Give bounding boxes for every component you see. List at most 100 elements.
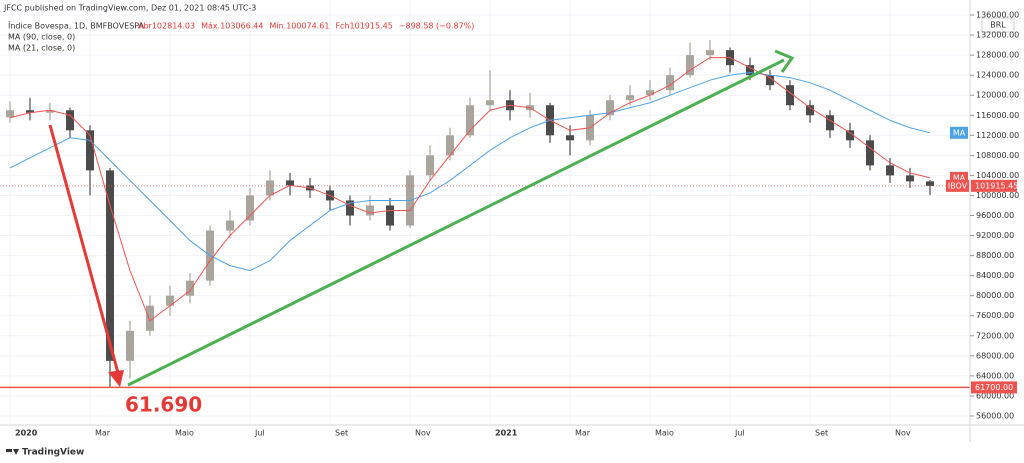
x-tick-label: Set xyxy=(335,429,348,438)
trend-line xyxy=(127,58,785,387)
x-tick-label: 2020 xyxy=(15,429,38,438)
y-tick-label: 72000.00 xyxy=(976,331,1014,340)
candle-body xyxy=(346,200,354,216)
legend-ma90: MA (90, close, 0) xyxy=(8,33,75,42)
ma-line xyxy=(9,57,931,322)
ma-badge-label: MA xyxy=(953,173,966,182)
candle-body xyxy=(866,140,874,166)
y-tick-label: 116000.00 xyxy=(976,111,1019,120)
candle-body xyxy=(426,155,434,176)
x-tick-label: Set xyxy=(815,429,828,438)
footer: TradingView xyxy=(22,448,84,458)
candle-body xyxy=(926,181,934,186)
price-name: IBOV xyxy=(948,181,968,190)
y-tick-label: 68000.00 xyxy=(976,351,1014,360)
candle-body xyxy=(606,100,614,116)
y-tick-label: 76000.00 xyxy=(976,311,1014,320)
candle-body xyxy=(906,175,914,182)
y-tick-label: 136000.00 xyxy=(976,11,1019,20)
candle-body xyxy=(646,90,654,96)
crash-arrow xyxy=(48,124,122,381)
candle-body xyxy=(126,330,134,361)
y-tick-label: 108000.00 xyxy=(976,151,1019,160)
x-tick-label: Jul xyxy=(254,429,265,438)
candle-body xyxy=(886,165,894,176)
candle-body xyxy=(826,115,834,131)
candle-body xyxy=(286,180,294,186)
candle-body xyxy=(746,65,754,76)
candle-body xyxy=(486,100,494,106)
candle-body xyxy=(446,135,454,156)
candle-body xyxy=(106,170,114,361)
candle-body xyxy=(846,130,854,141)
candle-body xyxy=(566,135,574,141)
y-tick-label: 60000.00 xyxy=(976,391,1014,400)
grid xyxy=(0,0,970,425)
y-tick-label: 84000.00 xyxy=(976,271,1014,280)
x-tick-label: Maio xyxy=(655,429,674,438)
ma-badge xyxy=(950,126,968,139)
candle-body xyxy=(466,105,474,136)
candle-body xyxy=(666,75,674,91)
x-tick-label: Jul xyxy=(734,429,745,438)
candle-body xyxy=(26,110,34,113)
candle-body xyxy=(386,205,394,226)
y-tick-label: 96000.00 xyxy=(976,211,1014,220)
candle-body xyxy=(146,305,154,331)
candle-body xyxy=(6,110,14,118)
y-tick-label: 112000.00 xyxy=(976,131,1019,140)
candle-body xyxy=(226,220,234,231)
ma-badge-label: MA xyxy=(953,128,966,137)
y-tick-label: 128000.00 xyxy=(976,51,1019,60)
level-badge-label: 61700.00 xyxy=(975,383,1013,392)
level-badge xyxy=(971,381,1017,394)
price-badge-label: 101915.45 xyxy=(975,181,1018,190)
y-tick-label: 100000.00 xyxy=(976,191,1019,200)
candle-body xyxy=(766,75,774,86)
x-tick-label: Nov xyxy=(415,429,431,438)
x-tick-label: Mar xyxy=(95,429,111,438)
plot xyxy=(0,40,970,389)
currency-box xyxy=(981,17,1015,33)
y-tick-label: 56000.00 xyxy=(976,411,1014,420)
ohlc-value: −898.58 (−0.87%) xyxy=(399,22,475,31)
y-tick-label: 88000.00 xyxy=(976,251,1014,260)
candle-body xyxy=(786,85,794,106)
ohlc-value: Abr102814.03 xyxy=(138,22,195,31)
price-badge xyxy=(971,179,1017,192)
candle-body xyxy=(246,195,254,221)
y-tick-label: 124000.00 xyxy=(976,71,1019,80)
legend-ma21: MA (21, close, 0) xyxy=(8,44,75,53)
ohlc-value: Mín.100074.61 xyxy=(269,22,329,31)
candle-body xyxy=(366,205,374,216)
price-name-badge xyxy=(946,179,969,192)
candle-body xyxy=(86,130,94,171)
ma-line xyxy=(9,72,931,272)
trend-arrowhead xyxy=(774,49,795,73)
ohlc-value: Fch101915.45 xyxy=(335,22,392,31)
candle-body xyxy=(266,180,274,196)
attribution: JFCC published on TradingView.com, Dez 0… xyxy=(3,4,256,13)
currency: BRL xyxy=(990,21,1006,30)
y-tick-label: 120000.00 xyxy=(976,91,1019,100)
y-tick-label: 64000.00 xyxy=(976,371,1014,380)
x-tick-label: Maio xyxy=(175,429,194,438)
x-tick-label: 2021 xyxy=(495,429,518,438)
candle-body xyxy=(66,110,74,131)
low-annotation: 61.690 xyxy=(125,393,202,417)
ohlc-legend: Abr102814.03 Máx.103066.44 Mín.100074.61 Fc… xyxy=(138,22,474,31)
candle-body xyxy=(686,55,694,76)
candle-body xyxy=(706,50,714,56)
candle-body xyxy=(186,280,194,296)
logo xyxy=(6,449,19,455)
y-tick-label: 132000.00 xyxy=(976,31,1019,40)
candle-body xyxy=(46,110,54,113)
crash-arrowhead xyxy=(108,370,124,387)
x-tick-label: Mar xyxy=(575,429,591,438)
y-tick-label: 104000.00 xyxy=(976,171,1019,180)
y-tick-label: 92000.00 xyxy=(976,231,1014,240)
candle-body xyxy=(166,295,174,306)
symbol-title: Índice Bovespa, 1D, BMFBOVESPA xyxy=(8,20,145,31)
